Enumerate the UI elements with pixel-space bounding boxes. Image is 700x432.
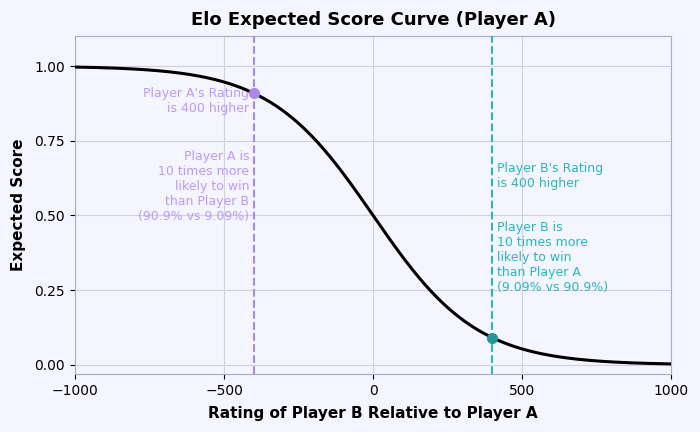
- Y-axis label: Expected Score: Expected Score: [11, 139, 26, 271]
- Text: Player B is
10 times more
likely to win
than Player A
(9.09% vs 90.9%): Player B is 10 times more likely to win …: [497, 222, 608, 295]
- Title: Elo Expected Score Curve (Player A): Elo Expected Score Curve (Player A): [190, 11, 556, 29]
- Text: Player A's Rating
is 400 higher: Player A's Rating is 400 higher: [144, 87, 249, 115]
- X-axis label: Rating of Player B Relative to Player A: Rating of Player B Relative to Player A: [209, 406, 538, 421]
- Text: Player B's Rating
is 400 higher: Player B's Rating is 400 higher: [497, 162, 603, 190]
- Text: Player A is
10 times more
likely to win
than Player B
(90.9% vs 9.09%): Player A is 10 times more likely to win …: [138, 150, 249, 223]
